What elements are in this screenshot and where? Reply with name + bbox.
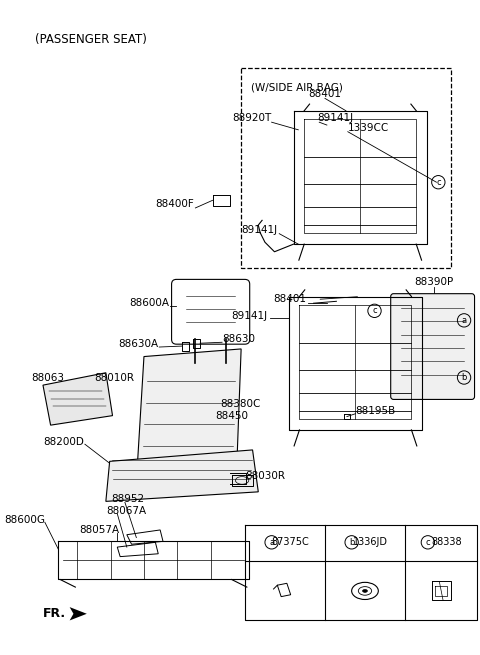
Text: 88063: 88063 (31, 373, 64, 383)
Text: 88600A: 88600A (130, 298, 170, 309)
Polygon shape (106, 450, 258, 501)
Text: 89141J: 89141J (232, 310, 268, 320)
Text: 88010R: 88010R (95, 373, 134, 383)
Text: 89141J: 89141J (317, 113, 353, 123)
Text: 88338: 88338 (432, 537, 462, 548)
Text: 88390P: 88390P (414, 277, 453, 288)
Text: 88920T: 88920T (232, 113, 272, 123)
Text: c: c (426, 538, 430, 547)
Ellipse shape (362, 590, 367, 592)
Text: c: c (436, 178, 441, 187)
Bar (241, 68, 451, 268)
Text: 88600G: 88600G (4, 515, 45, 525)
Text: 88401: 88401 (273, 294, 306, 305)
Text: (PASSENGER SEAT): (PASSENGER SEAT) (36, 33, 147, 46)
Text: 88030R: 88030R (245, 471, 285, 481)
Text: b: b (349, 538, 354, 547)
FancyBboxPatch shape (391, 293, 475, 400)
Text: 88450: 88450 (216, 411, 249, 421)
Text: a: a (461, 316, 467, 325)
Text: 88401: 88401 (309, 88, 341, 99)
Text: 88952: 88952 (111, 495, 144, 504)
Text: 89141J: 89141J (241, 225, 277, 235)
Text: 1336JD: 1336JD (353, 537, 388, 548)
Polygon shape (136, 349, 241, 482)
Polygon shape (43, 373, 112, 425)
Text: 88380C: 88380C (220, 399, 261, 409)
Text: 87375C: 87375C (272, 537, 310, 548)
Text: 88400F: 88400F (156, 199, 194, 209)
Text: b: b (461, 373, 467, 382)
Text: FR.: FR. (43, 607, 66, 620)
Text: a: a (269, 538, 274, 547)
Polygon shape (70, 607, 87, 620)
Text: 88057A: 88057A (79, 525, 120, 535)
Text: c: c (372, 307, 377, 315)
Text: (W/SIDE AIR BAG): (W/SIDE AIR BAG) (251, 82, 343, 92)
Text: 88200D: 88200D (43, 438, 84, 447)
Text: 88195B: 88195B (356, 406, 396, 416)
Text: 1339CC: 1339CC (348, 123, 389, 133)
Text: 88067A: 88067A (106, 506, 146, 516)
Text: 88630: 88630 (222, 335, 255, 345)
Text: 88630A: 88630A (118, 339, 158, 349)
